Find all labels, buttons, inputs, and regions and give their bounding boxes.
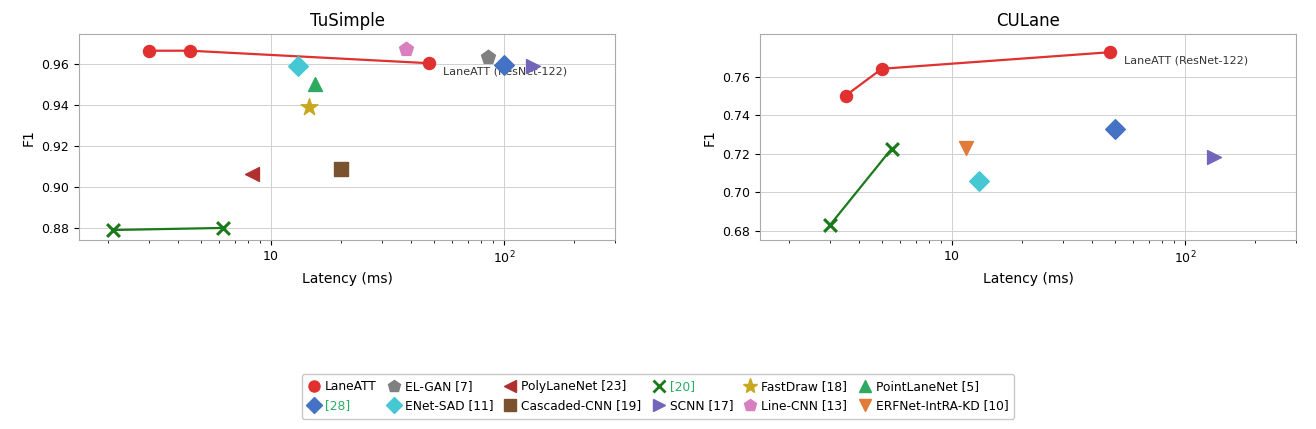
Point: [1203, 154, 1224, 161]
X-axis label: Latency (ms): Latency (ms): [301, 272, 392, 286]
Point: [836, 92, 857, 99]
Legend: LaneATT, [28], EL-GAN [7], ENet-SAD [11], PolyLaneNet [23], Cascaded-CNN [19], [: LaneATT, [28], EL-GAN [7], ENet-SAD [11]…: [301, 374, 1015, 419]
Point: [522, 62, 544, 69]
Point: [297, 104, 318, 111]
Point: [212, 224, 233, 231]
Point: [138, 47, 159, 54]
Point: [1104, 126, 1125, 133]
Point: [179, 47, 200, 54]
Point: [418, 60, 440, 66]
Text: LaneATT (ResNet-122): LaneATT (ResNet-122): [1124, 55, 1248, 65]
Point: [871, 65, 892, 72]
Point: [242, 171, 263, 178]
Point: [969, 177, 990, 184]
Title: TuSimple: TuSimple: [309, 12, 384, 30]
Point: [1099, 49, 1120, 56]
Point: [476, 53, 497, 60]
X-axis label: Latency (ms): Latency (ms): [983, 272, 1074, 286]
Point: [494, 62, 515, 69]
Y-axis label: F1: F1: [703, 129, 717, 146]
Y-axis label: F1: F1: [21, 129, 36, 146]
Point: [396, 45, 417, 52]
Point: [305, 81, 326, 88]
Point: [880, 145, 901, 152]
Point: [955, 145, 976, 152]
Point: [330, 165, 351, 172]
Title: CULane: CULane: [996, 12, 1061, 30]
Point: [103, 227, 124, 233]
Point: [820, 221, 841, 228]
Text: LaneATT (ResNet-122): LaneATT (ResNet-122): [443, 66, 567, 76]
Point: [287, 63, 308, 70]
